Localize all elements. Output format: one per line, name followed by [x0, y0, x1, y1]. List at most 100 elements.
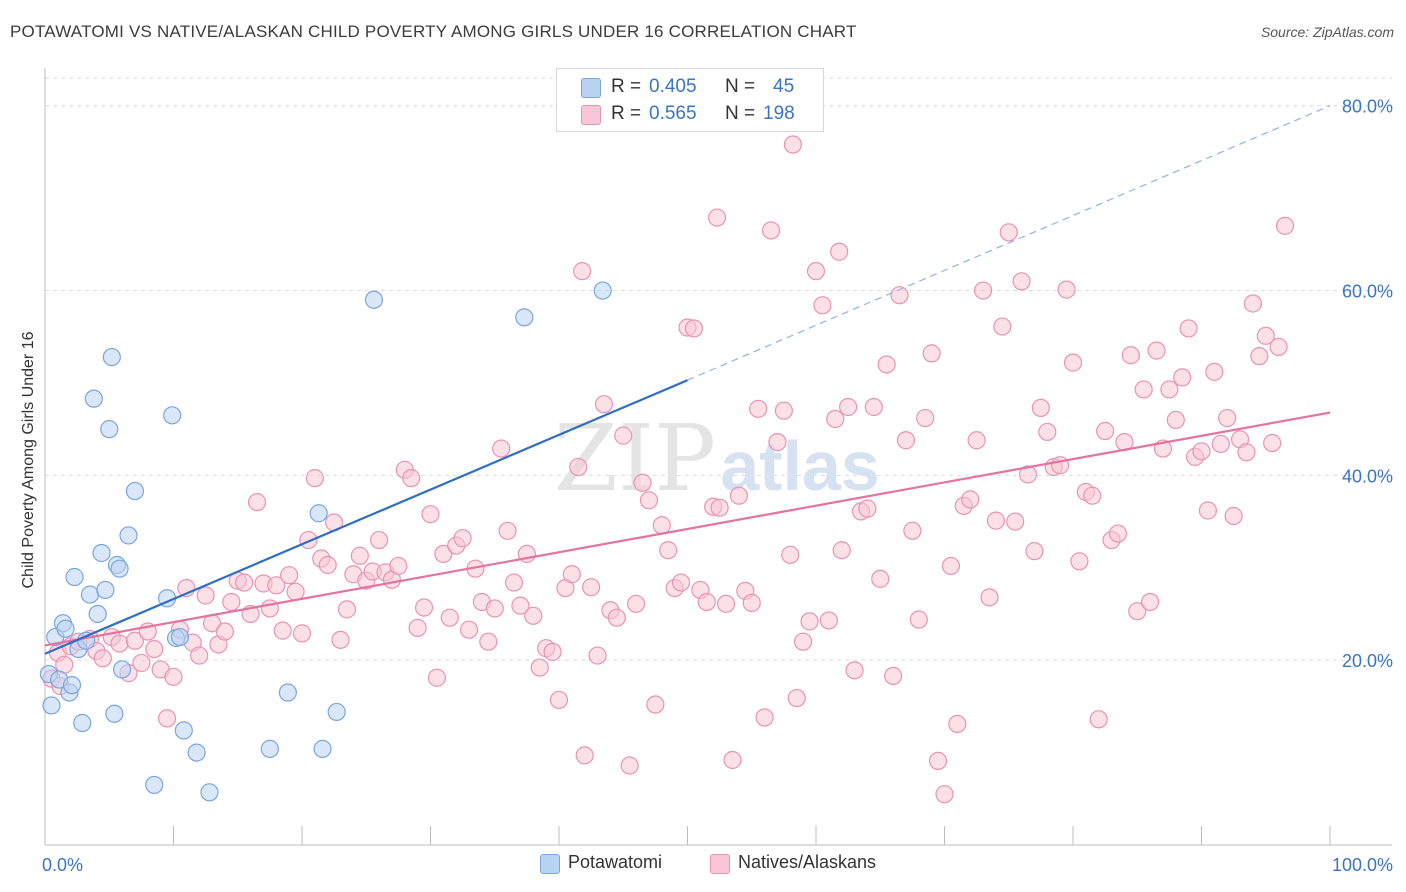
potawatomi-point [56, 619, 75, 638]
natives-point [408, 618, 427, 637]
natives-point [626, 594, 646, 613]
natives-point [1250, 347, 1269, 366]
natives-point [652, 516, 671, 535]
natives-point [864, 397, 883, 417]
natives-point [479, 632, 498, 651]
natives-point [839, 397, 858, 417]
natives-point [1121, 346, 1140, 365]
potawatomi-point [515, 308, 534, 327]
natives-point [928, 751, 948, 771]
natives-point [1063, 353, 1083, 372]
natives-point [286, 582, 305, 601]
r-label: R = [611, 76, 642, 97]
natives-point [1089, 710, 1108, 729]
trend-lines [44, 105, 1331, 655]
natives-point [389, 556, 408, 576]
natives-point [459, 620, 479, 639]
natives-point [1128, 602, 1147, 621]
natives-point [1211, 434, 1230, 454]
natives-point [697, 592, 716, 612]
potawatomi-point [110, 559, 129, 578]
natives-point [1147, 341, 1166, 360]
natives-point [896, 431, 916, 450]
natives-point [280, 566, 299, 585]
natives-point [549, 690, 569, 710]
potawatomi-swatch [581, 78, 601, 98]
natives-point [980, 588, 999, 607]
natives-point [871, 569, 890, 588]
natives-point [716, 594, 736, 613]
natives-point [1224, 506, 1243, 526]
r-label: R = [611, 103, 642, 124]
legend-label: Potawatomi [568, 852, 663, 872]
y-tick-label: 80.0% [1342, 97, 1393, 117]
natives-point [498, 521, 517, 540]
x-tick-label: 0.0% [42, 855, 83, 875]
potawatomi-point [112, 660, 132, 679]
natives-point [427, 668, 447, 687]
natives-point [93, 649, 112, 668]
natives-point [1198, 501, 1218, 520]
natives-point [132, 653, 151, 673]
potawatomi-point [125, 481, 145, 501]
natives-point [723, 750, 742, 770]
legend-label: Natives/Alaskans [738, 852, 877, 872]
natives-point [1256, 326, 1275, 345]
potawatomi-point [119, 526, 138, 545]
natives-point [883, 666, 903, 685]
natives-point [768, 432, 787, 452]
chart-source: Source: ZipAtlas.com [1260, 24, 1394, 40]
potawatomi-point [313, 739, 332, 758]
natives-point [684, 319, 704, 338]
natives-legend-swatch [710, 854, 730, 874]
n-value: 198 [763, 103, 795, 124]
natives-point [916, 408, 935, 428]
natives-point [145, 639, 164, 659]
stats-row-potawatomi: R = 0.405 N = 45 [557, 74, 823, 102]
natives-point [1083, 486, 1102, 505]
natives-point [1140, 592, 1160, 612]
natives-point [922, 344, 941, 363]
natives-point [1031, 398, 1050, 418]
potawatomi-point [309, 504, 328, 523]
n-value: 45 [773, 76, 795, 97]
natives-point [370, 530, 389, 550]
natives-point [858, 499, 877, 518]
natives-point [1269, 337, 1288, 357]
natives-point [235, 573, 254, 592]
natives-point [247, 493, 267, 512]
natives-point [826, 409, 845, 429]
natives-point [562, 565, 581, 584]
potawatomi-point [200, 783, 219, 802]
natives-point [524, 606, 543, 625]
natives-point [903, 521, 922, 540]
natives-point [830, 242, 849, 261]
natives-point [588, 646, 607, 665]
natives-point [190, 646, 209, 665]
natives-point [267, 576, 286, 595]
natives-point [1025, 542, 1044, 561]
natives-point [337, 600, 357, 619]
n-label: N = [725, 103, 756, 124]
potawatomi-point [170, 627, 190, 647]
potawatomi-point [260, 739, 279, 758]
natives-point [845, 661, 864, 680]
potawatomi-point [84, 389, 103, 408]
natives-point [877, 355, 896, 374]
natives-point [1263, 433, 1282, 453]
natives-point [973, 281, 993, 300]
potawatomi-point [145, 775, 164, 795]
natives-point [421, 505, 440, 524]
natives-point [607, 608, 626, 627]
natives-point [1218, 408, 1237, 428]
natives-point [492, 439, 511, 458]
potawatomi-point [62, 676, 82, 695]
natives-point [318, 555, 337, 575]
natives-point [1205, 362, 1224, 381]
y-tick-label: 20.0% [1342, 651, 1393, 671]
natives-point [890, 286, 909, 305]
x-tick-label: 100.0% [1332, 855, 1393, 875]
natives-point [504, 573, 524, 592]
potawatomi-trend-extension [687, 105, 1331, 381]
natives-point [755, 708, 774, 727]
